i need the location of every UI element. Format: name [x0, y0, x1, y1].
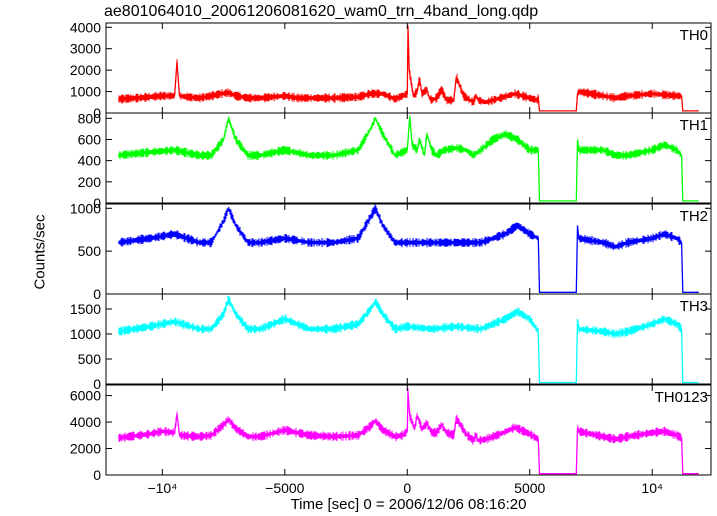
y-tick-label: 0 [93, 376, 101, 392]
panel-frame-th1 [105, 112, 712, 204]
y-tick-label: 1000 [70, 84, 101, 100]
panel-label-th2: TH2 [680, 208, 708, 225]
x-tick-label: −10⁴ [147, 480, 177, 496]
series-band-th2 [118, 204, 683, 271]
y-tick-label: 600 [78, 131, 102, 147]
series-line-th1 [118, 115, 699, 202]
x-tick-label: 5000 [514, 480, 545, 496]
x-axis-label: Time [sec] 0 = 2006/12/06 08:16:20 [290, 496, 527, 513]
series-band-th3 [118, 295, 683, 363]
series-line-th3 [118, 297, 699, 384]
panel-frame-th0123 [105, 384, 712, 476]
y-tick-label: 200 [78, 174, 102, 190]
x-tick-label: −5000 [265, 480, 305, 496]
series-line-th0123 [118, 391, 699, 475]
y-tick-label: 800 [78, 110, 102, 126]
panel-label-th0123: TH0123 [655, 389, 708, 406]
panel-label-th0: TH0 [680, 27, 708, 44]
y-tick-label: 2000 [70, 62, 101, 78]
y-tick-label: 0 [93, 195, 101, 211]
x-tick-label: 0 [403, 480, 411, 496]
y-tick-label: 2000 [70, 441, 101, 457]
y-tick-label: 3000 [70, 41, 101, 57]
panel-label-th1: TH1 [680, 117, 708, 134]
y-tick-label: 6000 [70, 388, 101, 404]
y-tick-label: 400 [78, 153, 102, 169]
y-tick-label: 500 [78, 351, 102, 367]
y-tick-label: 4000 [70, 19, 101, 35]
y-tick-label: 1500 [70, 301, 101, 317]
y-tick-label: 1000 [70, 326, 101, 342]
panel-label-th3: TH3 [680, 298, 708, 315]
panel-frame-th2 [105, 203, 712, 295]
y-tick-label: 0 [93, 467, 101, 483]
y-tick-label: 500 [78, 243, 102, 259]
series-line-th0 [118, 27, 699, 112]
y-tick-label: 1000 [70, 200, 101, 216]
x-tick-label: 10⁴ [641, 480, 663, 496]
panel-frame-th3 [105, 293, 712, 385]
y-tick-label: 0 [93, 105, 101, 121]
series-line-th2 [118, 206, 699, 293]
y-tick-label: 4000 [70, 414, 101, 430]
chart-title: ae801064010_20061206081620_wam0_trn_4ban… [104, 3, 539, 20]
y-tick-label: 0 [93, 286, 101, 302]
